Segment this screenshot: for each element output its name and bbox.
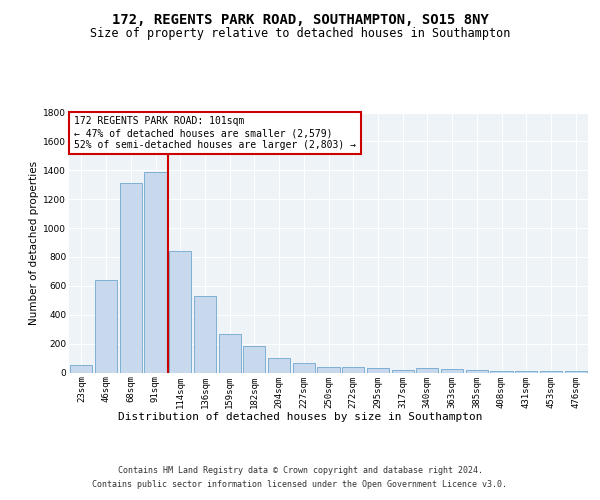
Text: 172 REGENTS PARK ROAD: 101sqm
← 47% of detached houses are smaller (2,579)
52% o: 172 REGENTS PARK ROAD: 101sqm ← 47% of d… [74,116,356,150]
Text: Distribution of detached houses by size in Southampton: Distribution of detached houses by size … [118,412,482,422]
Bar [515,371,538,372]
Bar [392,370,414,372]
Bar [540,371,562,372]
Text: Size of property relative to detached houses in Southampton: Size of property relative to detached ho… [90,28,510,40]
Bar [416,368,439,372]
Bar [367,368,389,372]
Bar [441,369,463,372]
Bar [70,366,92,372]
Y-axis label: Number of detached properties: Number of detached properties [29,160,39,324]
Bar [194,296,216,372]
Bar [466,370,488,372]
Bar [317,368,340,372]
Bar [293,363,315,372]
Bar [145,172,167,372]
Bar [268,358,290,372]
Bar [218,334,241,372]
Bar [95,280,117,372]
Bar [243,346,265,372]
Bar [169,251,191,372]
Bar [119,184,142,372]
Bar [565,371,587,372]
Bar [490,371,512,372]
Bar [342,368,364,372]
Text: Contains HM Land Registry data © Crown copyright and database right 2024.: Contains HM Land Registry data © Crown c… [118,466,482,475]
Text: 172, REGENTS PARK ROAD, SOUTHAMPTON, SO15 8NY: 172, REGENTS PARK ROAD, SOUTHAMPTON, SO1… [112,12,488,26]
Text: Contains public sector information licensed under the Open Government Licence v3: Contains public sector information licen… [92,480,508,489]
